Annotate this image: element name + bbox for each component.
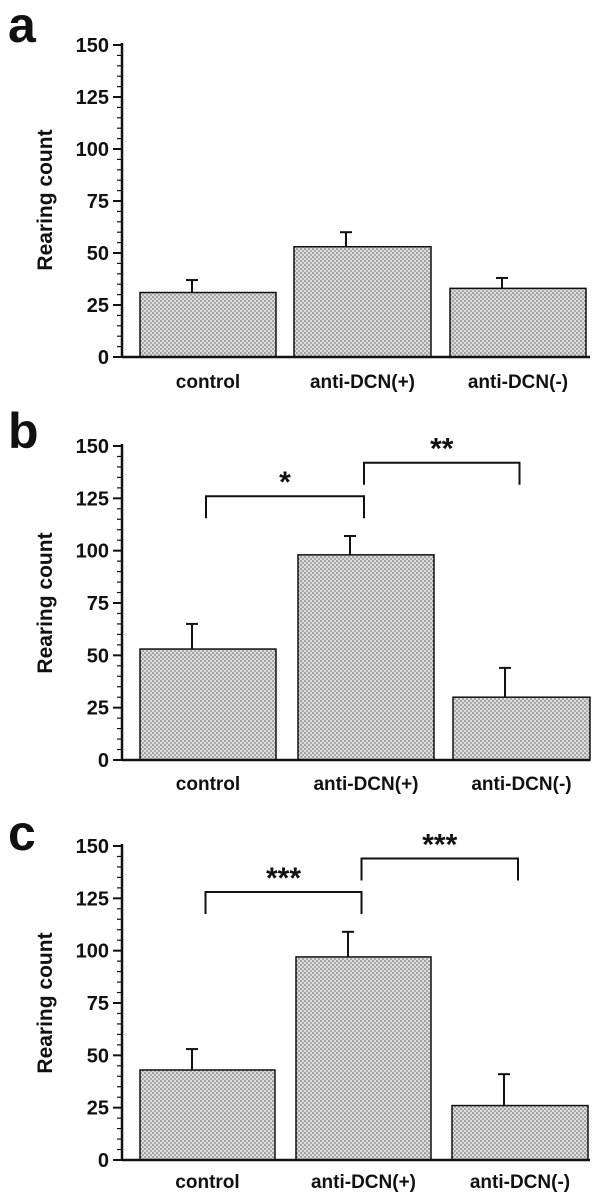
panel-c: c Rearing count control anti-DCN(+) anti-DCN… bbox=[8, 805, 590, 1193]
bar-control bbox=[139, 291, 277, 358]
y-tick-label: 125 bbox=[76, 888, 109, 910]
category-label: anti-DCN(-) bbox=[471, 774, 571, 795]
y-tick-label: 150 bbox=[76, 436, 109, 458]
y-axis-label: Rearing count bbox=[34, 532, 57, 673]
category-label: anti-DCN(-) bbox=[468, 372, 568, 393]
y-tick-label: 50 bbox=[87, 243, 109, 265]
y-tick-label: 0 bbox=[98, 1150, 109, 1172]
y-tick-label: 75 bbox=[87, 993, 109, 1015]
significance-label: ** bbox=[430, 433, 454, 466]
y-tick-label: 50 bbox=[87, 1045, 109, 1067]
y-tick-label: 25 bbox=[87, 1098, 109, 1120]
significance-label: *** bbox=[266, 862, 301, 895]
category-label: anti-DCN(-) bbox=[470, 1172, 570, 1193]
panel-b: b Rearing count control anti-DCN(+) anti-DCN… bbox=[8, 403, 591, 795]
bar-control bbox=[139, 1069, 276, 1161]
category-label: anti-DCN(+) bbox=[311, 1172, 416, 1193]
category-label: control bbox=[176, 372, 240, 393]
category-label: anti-DCN(+) bbox=[310, 372, 415, 393]
significance-bracket bbox=[360, 857, 519, 881]
category-label: control bbox=[175, 1172, 239, 1193]
y-tick-label: 150 bbox=[76, 35, 109, 57]
y-tick-label: 125 bbox=[76, 488, 109, 510]
significance-label: *** bbox=[422, 829, 457, 862]
panel-letter: c bbox=[8, 805, 36, 861]
y-tick-label: 125 bbox=[76, 87, 109, 109]
category-label: anti-DCN(+) bbox=[313, 774, 418, 795]
y-axis-label: Rearing count bbox=[34, 129, 57, 270]
panel-letter: b bbox=[8, 403, 39, 459]
y-tick-label: 25 bbox=[87, 295, 109, 317]
y-tick-label: 0 bbox=[98, 750, 109, 772]
y-tick-label: 75 bbox=[87, 191, 109, 213]
bar-anti-DCN(-) bbox=[449, 287, 587, 358]
significance-bracket bbox=[363, 461, 521, 485]
y-tick-label: 100 bbox=[76, 541, 109, 563]
significance-bracket bbox=[204, 891, 363, 915]
y-tick-label: 150 bbox=[76, 836, 109, 858]
bar-anti-DCN(+) bbox=[293, 246, 432, 358]
significance-bracket bbox=[205, 495, 365, 519]
y-tick-label: 100 bbox=[76, 139, 109, 161]
y-tick-label: 25 bbox=[87, 698, 109, 720]
bar-anti-DCN(+) bbox=[295, 956, 432, 1161]
panel-a: a Rearing count control anti-DCN(+) anti-DCN… bbox=[8, 0, 590, 393]
y-tick-label: 0 bbox=[98, 347, 109, 369]
significance-label: * bbox=[279, 466, 291, 499]
bar-anti-DCN(-) bbox=[452, 696, 591, 761]
y-tick-label: 50 bbox=[87, 645, 109, 667]
y-tick-label: 75 bbox=[87, 593, 109, 615]
bar-anti-DCN(-) bbox=[451, 1104, 589, 1161]
y-axis-label: Rearing count bbox=[34, 932, 57, 1073]
bar-anti-DCN(+) bbox=[297, 554, 435, 761]
y-tick-label: 100 bbox=[76, 941, 109, 963]
category-label: control bbox=[176, 774, 240, 795]
bar-control bbox=[139, 648, 277, 761]
panel-letter: a bbox=[8, 0, 37, 53]
